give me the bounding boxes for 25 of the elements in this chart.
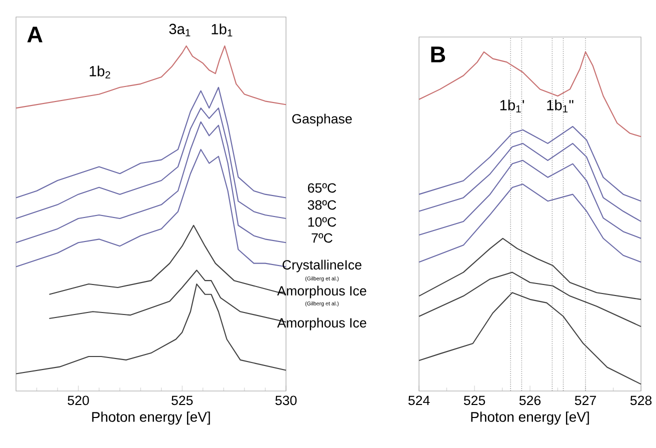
x-tick-label: 530 xyxy=(275,396,297,406)
text: A xyxy=(27,26,42,42)
x-tick-label: 527 xyxy=(574,396,596,406)
series-label: 65ºC xyxy=(308,183,336,193)
x-tick-label: 520 xyxy=(68,396,89,406)
series-label: CrystallineIce xyxy=(282,260,362,272)
series-label: Amorphous Ice xyxy=(277,286,366,298)
series-label: Gasphase xyxy=(292,114,352,126)
series-label: 38ºC xyxy=(308,200,336,210)
x-axis-title: Photon energy [eV] xyxy=(471,412,589,425)
x-tick-label: 524 xyxy=(408,396,430,406)
text: Amorphous Ice xyxy=(277,318,366,330)
annotation: 1b$_{2}$ xyxy=(90,66,110,78)
text: 1b$_{1}$ xyxy=(212,24,232,36)
annotation: B xyxy=(431,46,446,62)
text: 3a$_{1}$ xyxy=(169,24,190,36)
x-tick-label: 528 xyxy=(630,396,652,406)
x-tick-label: 525 xyxy=(172,396,193,406)
text: 10ºC xyxy=(308,217,336,227)
annotation: 1b$_{1}$" xyxy=(547,100,574,112)
x-tick-label: 526 xyxy=(519,396,541,406)
x-tick-label: 525 xyxy=(464,396,486,406)
x-axis-title: Photon energy [eV] xyxy=(92,412,210,425)
annotation: 1b$_{1}$' xyxy=(500,100,524,112)
text: 7ºC xyxy=(312,233,332,243)
